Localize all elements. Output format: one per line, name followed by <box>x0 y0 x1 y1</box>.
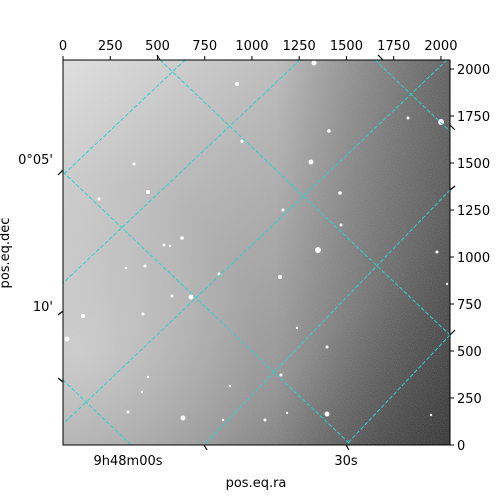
right-y-tick-label: 0 <box>457 439 465 454</box>
star <box>325 345 329 349</box>
star <box>140 390 144 394</box>
dec-tick-label: 10' <box>33 300 53 315</box>
star <box>146 375 150 379</box>
star <box>438 119 444 125</box>
star <box>235 82 239 86</box>
star <box>162 243 166 247</box>
y-axis-label: pos.eq.dec <box>0 218 13 289</box>
star <box>315 247 321 253</box>
grid-line <box>63 60 186 176</box>
x-axis-label: pos.eq.ra <box>226 476 287 491</box>
star <box>295 326 299 330</box>
star <box>435 250 439 254</box>
top-x-tick-label: 1000 <box>235 39 268 54</box>
star <box>221 418 225 422</box>
wcs-tick <box>449 185 456 191</box>
star <box>263 418 267 422</box>
star <box>146 190 150 194</box>
star <box>324 411 330 417</box>
top-x-tick-label: 250 <box>98 39 123 54</box>
star <box>445 282 449 286</box>
coordinate-grid <box>63 60 450 445</box>
star <box>168 244 172 248</box>
wcs-tick <box>156 54 161 61</box>
top-x-tick-label: 1500 <box>330 39 363 54</box>
right-y-tick-label: 250 <box>457 392 482 407</box>
grid-line <box>345 334 450 445</box>
star <box>327 129 331 133</box>
ra-tick-label: 30s <box>334 454 358 469</box>
star <box>338 191 342 195</box>
star <box>64 336 70 342</box>
right-y-tick-label: 2000 <box>457 63 490 78</box>
top-x-tick-label: 0 <box>59 39 67 54</box>
star <box>132 162 136 166</box>
star <box>279 373 283 377</box>
right-y-tick-label: 1500 <box>457 157 490 172</box>
plot-frame <box>62 59 451 446</box>
star <box>240 139 244 143</box>
top-x-tick-label: 1750 <box>377 39 410 54</box>
top-x-tick-label: 1250 <box>283 39 316 54</box>
star <box>188 294 194 300</box>
wcs-tick <box>57 310 64 316</box>
star-field <box>64 60 449 422</box>
star <box>124 266 128 270</box>
right-y-tick-label: 1750 <box>457 110 490 125</box>
wcs-tick <box>449 124 456 131</box>
star <box>278 275 282 279</box>
star <box>406 116 410 120</box>
star <box>228 384 232 388</box>
dec-tick-label: 0°05' <box>18 153 53 168</box>
star <box>180 236 184 240</box>
axis-ticks: 0 250 500 750 1000 1250 1500 1750 2000 0 250 500 750… <box>18 39 490 469</box>
star <box>180 415 186 421</box>
grid-line <box>159 60 450 336</box>
wcs-tick <box>449 329 456 336</box>
star <box>81 314 85 318</box>
right-y-tick-label: 1250 <box>457 204 490 219</box>
star <box>141 312 145 316</box>
grid-line <box>63 60 448 425</box>
right-y-tick-label: 750 <box>457 298 482 313</box>
wcs-tick <box>57 377 64 383</box>
right-y-tick-label: 1000 <box>457 251 490 266</box>
star <box>308 159 314 165</box>
grid-line <box>63 379 132 445</box>
star <box>143 264 147 268</box>
star <box>126 410 130 414</box>
sky-image <box>63 60 450 445</box>
top-x-tick-label: 500 <box>145 39 170 54</box>
grid-line <box>203 189 450 445</box>
star <box>311 60 317 66</box>
star <box>429 413 433 417</box>
wcs-tick <box>57 169 64 176</box>
top-x-tick-label: 2000 <box>424 39 457 54</box>
star <box>281 208 285 212</box>
grid-line <box>63 60 301 284</box>
star <box>97 197 101 201</box>
wcs-tick <box>203 444 208 451</box>
ra-tick-label: 9h48m00s <box>93 454 162 469</box>
wcs-tick <box>345 444 350 451</box>
grid-line <box>63 171 352 445</box>
wcs-tick <box>377 54 384 61</box>
grid-line <box>374 60 450 133</box>
top-x-tick-label: 750 <box>192 39 217 54</box>
star <box>339 223 343 227</box>
star <box>170 294 174 298</box>
right-y-tick-label: 500 <box>457 345 482 360</box>
star <box>285 411 289 415</box>
